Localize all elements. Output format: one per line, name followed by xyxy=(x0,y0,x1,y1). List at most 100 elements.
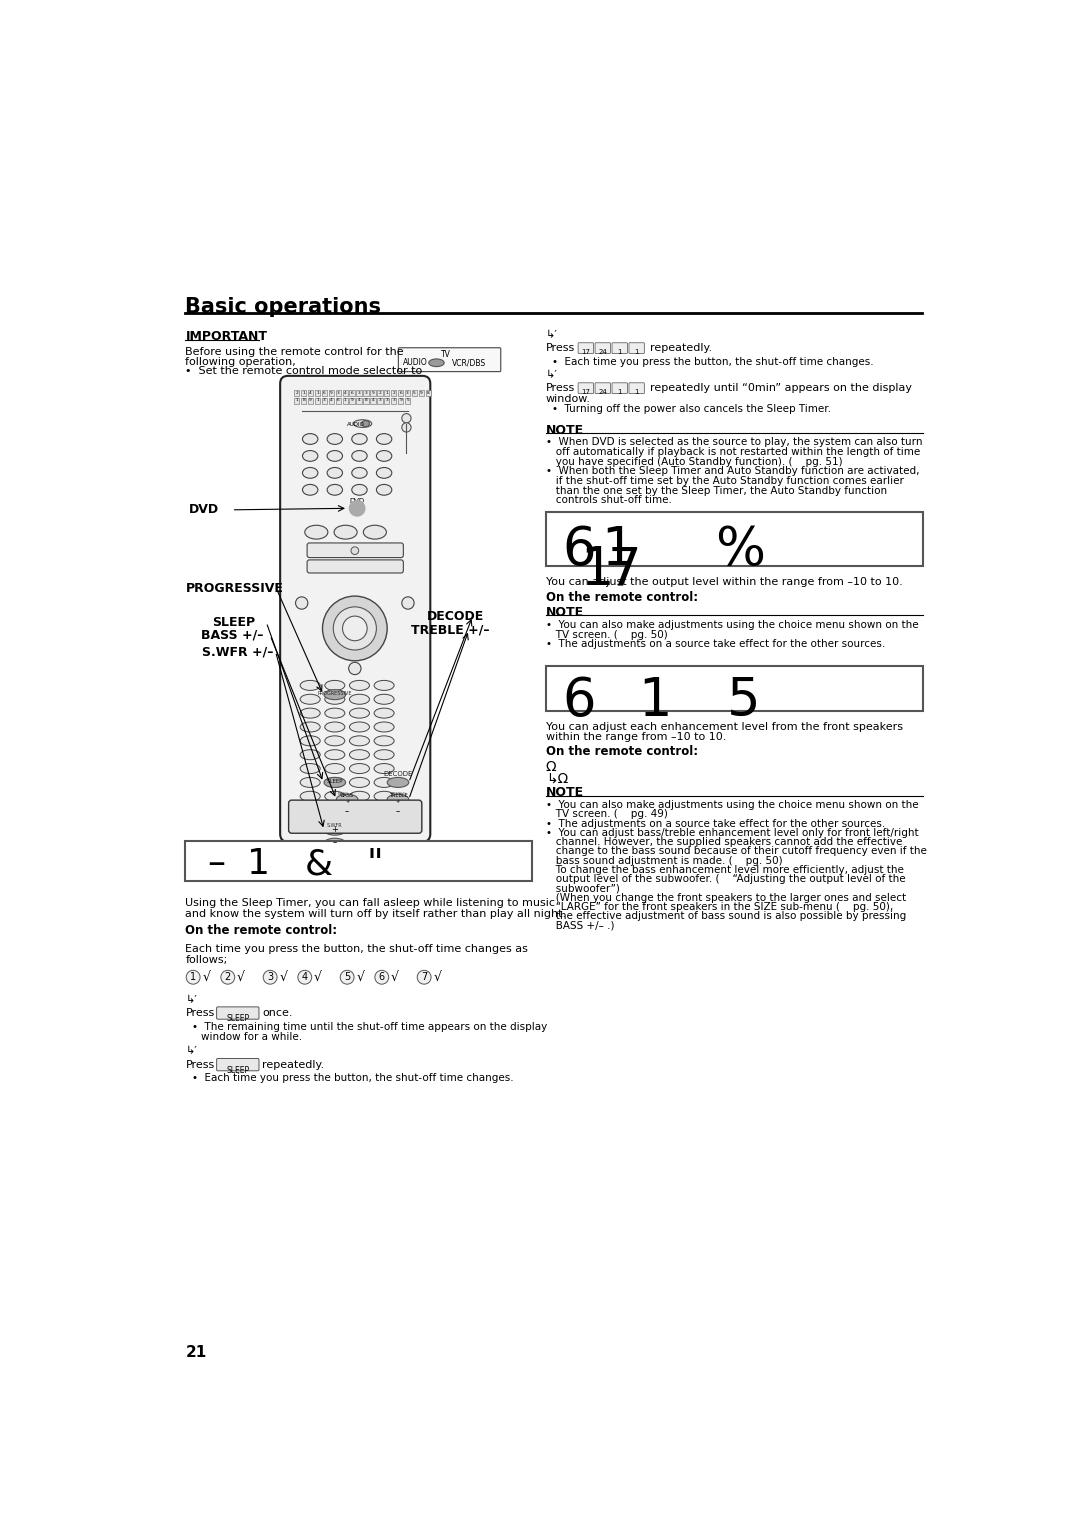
Text: 1: 1 xyxy=(580,544,613,596)
Ellipse shape xyxy=(388,807,408,817)
Text: NOTE: NOTE xyxy=(545,787,584,799)
Circle shape xyxy=(296,597,308,610)
Text: Using the Sleep Timer, you can fall asleep while listening to music: Using the Sleep Timer, you can fall asle… xyxy=(186,898,555,908)
Text: √: √ xyxy=(202,970,211,984)
Text: 3: 3 xyxy=(365,391,367,394)
Text: within the range from –10 to 10.: within the range from –10 to 10. xyxy=(545,732,726,741)
Text: BASS +/– .): BASS +/– .) xyxy=(545,920,615,931)
Text: 3: 3 xyxy=(337,391,339,394)
Bar xyxy=(336,399,341,403)
Text: BASS +/–: BASS +/– xyxy=(201,630,264,642)
Bar xyxy=(426,391,431,396)
Circle shape xyxy=(417,970,431,984)
Circle shape xyxy=(186,970,200,984)
Bar xyxy=(186,840,532,882)
Text: once.: once. xyxy=(262,1008,293,1018)
Text: 1: 1 xyxy=(295,399,298,402)
Text: Ω: Ω xyxy=(545,759,556,775)
Text: 9: 9 xyxy=(400,399,402,402)
Text: ↳′: ↳′ xyxy=(545,330,557,339)
Bar xyxy=(322,391,327,396)
Text: 5: 5 xyxy=(413,391,416,394)
Text: TREBLE: TREBLE xyxy=(390,792,406,796)
Ellipse shape xyxy=(352,434,367,445)
Text: 3: 3 xyxy=(357,391,361,394)
Text: DVD: DVD xyxy=(189,503,219,516)
Bar xyxy=(336,391,341,396)
Circle shape xyxy=(351,547,359,555)
Text: Each time you press the button, the shut-off time changes as: Each time you press the button, the shut… xyxy=(186,944,528,953)
Text: 7: 7 xyxy=(607,544,642,596)
FancyBboxPatch shape xyxy=(629,342,645,353)
Text: AUDIO: AUDIO xyxy=(403,358,428,367)
Text: 1: 1 xyxy=(386,391,388,394)
Text: •  Set the remote control mode selector to: • Set the remote control mode selector t… xyxy=(186,365,422,376)
Text: repeatedly until “0min” appears on the display: repeatedly until “0min” appears on the d… xyxy=(650,384,912,393)
Text: 1: 1 xyxy=(302,391,305,394)
Circle shape xyxy=(264,970,278,984)
Bar xyxy=(391,391,396,396)
Text: •  You can also make adjustments using the choice menu shown on the: • You can also make adjustments using th… xyxy=(545,801,918,810)
Ellipse shape xyxy=(324,689,346,700)
Ellipse shape xyxy=(350,792,369,801)
Ellipse shape xyxy=(324,839,346,848)
Ellipse shape xyxy=(377,434,392,445)
Bar xyxy=(322,399,327,403)
Ellipse shape xyxy=(350,778,369,787)
Text: 1: 1 xyxy=(634,390,639,394)
Text: +: + xyxy=(332,825,338,834)
Text: DECODE: DECODE xyxy=(427,610,484,622)
Text: •  You can also make adjustments using the choice menu shown on the: • You can also make adjustments using th… xyxy=(545,620,918,630)
Ellipse shape xyxy=(374,694,394,704)
Text: bass sound adjustment is made. (    pg. 50): bass sound adjustment is made. ( pg. 50) xyxy=(545,856,782,865)
Text: TREBLE +/–: TREBLE +/– xyxy=(411,623,489,637)
Text: repeatedly.: repeatedly. xyxy=(650,342,712,353)
Ellipse shape xyxy=(300,792,320,801)
Ellipse shape xyxy=(300,707,320,718)
Ellipse shape xyxy=(327,434,342,445)
Ellipse shape xyxy=(362,420,369,426)
Ellipse shape xyxy=(334,526,357,539)
Text: 4: 4 xyxy=(357,399,361,402)
Text: window.: window. xyxy=(545,394,591,403)
Text: 1: 1 xyxy=(343,399,347,402)
Text: 2: 2 xyxy=(225,972,231,983)
Text: BASS
+: BASS + xyxy=(340,793,353,804)
Ellipse shape xyxy=(336,795,357,804)
Ellipse shape xyxy=(300,721,320,732)
Text: 9: 9 xyxy=(420,391,422,394)
Text: change to the bass sound because of their cutoff frequency even if the: change to the bass sound because of thei… xyxy=(545,847,927,856)
Ellipse shape xyxy=(350,750,369,759)
Text: window for a while.: window for a while. xyxy=(201,1031,302,1042)
Text: 5: 5 xyxy=(345,972,350,983)
FancyBboxPatch shape xyxy=(612,384,627,394)
Bar xyxy=(545,512,923,565)
Ellipse shape xyxy=(374,680,394,691)
Text: PROGRESSIVE: PROGRESSIVE xyxy=(186,582,283,594)
Ellipse shape xyxy=(352,484,367,495)
Ellipse shape xyxy=(350,707,369,718)
Text: •  The adjustments on a source take effect for the other sources.: • The adjustments on a source take effec… xyxy=(545,639,885,649)
Bar xyxy=(356,391,362,396)
Text: 24: 24 xyxy=(598,390,607,394)
Text: PROGRESSIVE: PROGRESSIVE xyxy=(318,691,352,697)
Text: 3: 3 xyxy=(386,399,388,402)
FancyBboxPatch shape xyxy=(578,384,594,394)
Text: On the remote control:: On the remote control: xyxy=(545,591,698,604)
Ellipse shape xyxy=(377,451,392,461)
Text: 24: 24 xyxy=(598,348,607,354)
Circle shape xyxy=(375,970,389,984)
Bar xyxy=(363,399,368,403)
Text: 6: 6 xyxy=(563,675,596,727)
Text: Press: Press xyxy=(545,384,575,393)
Ellipse shape xyxy=(350,736,369,746)
Text: 3: 3 xyxy=(406,391,409,394)
Text: TV screen. (    pg. 50): TV screen. ( pg. 50) xyxy=(545,630,667,640)
Text: follows;: follows; xyxy=(186,955,228,964)
Ellipse shape xyxy=(302,468,318,478)
Text: NOTE: NOTE xyxy=(545,423,584,437)
Text: ↳′: ↳′ xyxy=(186,995,198,1005)
Text: You can adjust the output level within the range from –10 to 10.: You can adjust the output level within t… xyxy=(545,578,903,587)
Text: •  Each time you press the button, the shut-off time changes.: • Each time you press the button, the sh… xyxy=(191,1074,513,1083)
Text: TREBLE
+: TREBLE + xyxy=(389,793,407,804)
